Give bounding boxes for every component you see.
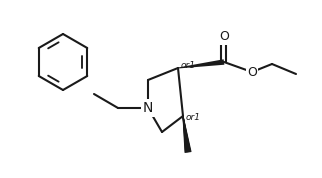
Text: or1: or1 (181, 62, 196, 70)
Text: or1: or1 (186, 112, 201, 122)
Polygon shape (183, 116, 191, 152)
Polygon shape (178, 59, 224, 69)
Text: O: O (247, 66, 257, 78)
Text: O: O (219, 30, 229, 43)
Text: N: N (143, 101, 153, 115)
